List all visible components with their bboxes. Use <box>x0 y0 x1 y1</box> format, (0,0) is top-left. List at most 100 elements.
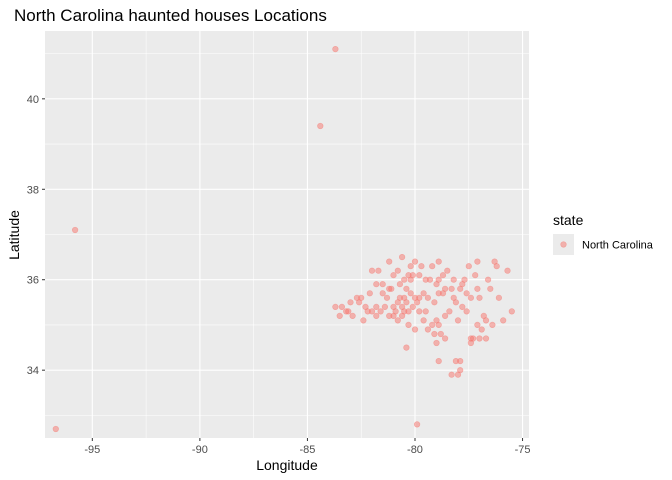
data-point <box>495 294 503 301</box>
data-point <box>411 294 419 301</box>
data-point <box>493 263 500 270</box>
data-point <box>424 326 432 333</box>
x-axis-ticks: -95 -90 -85 -80 -75 <box>84 438 530 456</box>
data-point <box>416 272 423 279</box>
x-axis-title: Longitude <box>256 457 318 473</box>
data-point <box>422 276 429 283</box>
data-point <box>407 263 414 270</box>
data-point <box>332 303 339 311</box>
data-point <box>433 339 440 347</box>
data-point <box>399 254 406 261</box>
y-tick-label: 36 <box>27 275 39 287</box>
data-point <box>409 303 416 311</box>
data-point <box>379 290 386 297</box>
data-point <box>403 285 410 292</box>
data-point <box>401 276 408 283</box>
data-point <box>405 321 412 329</box>
data-point <box>472 272 479 279</box>
data-point <box>405 272 412 279</box>
data-point <box>317 122 324 130</box>
data-point <box>386 312 393 320</box>
data-point <box>474 258 481 265</box>
data-point <box>375 267 382 274</box>
data-point <box>377 308 384 315</box>
data-point <box>450 294 457 301</box>
data-point <box>407 290 414 297</box>
data-point <box>383 294 391 301</box>
data-point <box>394 317 401 324</box>
data-point <box>399 312 406 320</box>
major-gridlines <box>45 31 529 438</box>
data-point <box>431 299 438 306</box>
data-point <box>448 371 455 378</box>
data-point <box>459 303 466 311</box>
data-point <box>403 344 410 351</box>
data-point <box>485 276 492 283</box>
data-point <box>435 358 442 365</box>
data-point <box>435 321 442 329</box>
data-point <box>390 272 397 279</box>
data-point <box>52 425 59 433</box>
y-tick-label: 40 <box>27 94 39 106</box>
data-point <box>414 421 421 428</box>
data-point <box>474 321 481 329</box>
data-point <box>411 258 419 265</box>
data-point <box>394 267 401 274</box>
legend-key-point <box>560 241 567 248</box>
data-point <box>446 308 453 315</box>
y-tick-label: 38 <box>27 184 39 196</box>
data-point <box>467 335 475 342</box>
data-point <box>437 330 444 338</box>
data-point <box>435 290 442 297</box>
data-point <box>457 367 464 374</box>
data-point <box>368 267 376 274</box>
y-axis-title: Latitude <box>6 210 22 260</box>
data-point <box>482 335 490 342</box>
data-point <box>349 312 356 320</box>
x-tick-label: -85 <box>299 444 315 456</box>
data-point <box>336 312 343 320</box>
data-point <box>463 308 470 315</box>
data-point <box>467 294 475 301</box>
data-point <box>424 294 432 301</box>
data-point <box>420 290 427 297</box>
x-tick-label: -80 <box>407 444 423 456</box>
data-point <box>390 303 397 311</box>
data-point <box>360 317 367 324</box>
data-point <box>347 299 354 306</box>
data-point <box>366 290 373 297</box>
data-point <box>396 281 404 288</box>
data-point <box>431 330 438 338</box>
legend-label-north-carolina: North Carolina <box>582 240 654 252</box>
data-point <box>504 267 511 274</box>
data-point <box>478 326 485 333</box>
legend-title: state <box>553 212 584 228</box>
data-point <box>454 317 462 324</box>
data-point <box>373 281 380 288</box>
data-point <box>433 281 440 288</box>
data-point <box>332 45 339 53</box>
data-point <box>500 317 507 324</box>
data-point <box>476 294 483 301</box>
data-point <box>461 276 468 283</box>
data-point <box>373 312 380 320</box>
data-point <box>444 267 451 274</box>
chart-title: North Carolina haunted houses Locations <box>14 6 327 25</box>
data-point <box>422 308 429 315</box>
x-tick-label: -90 <box>192 444 208 456</box>
data-point <box>386 258 393 265</box>
data-point <box>489 321 496 329</box>
data-points <box>52 45 515 433</box>
data-point <box>508 308 515 315</box>
data-point <box>418 263 425 270</box>
data-point <box>364 308 371 315</box>
y-axis-ticks: 34 36 38 40 <box>27 94 45 377</box>
data-point <box>429 263 436 270</box>
data-point <box>463 290 470 297</box>
data-point <box>457 358 464 365</box>
data-point <box>416 308 423 315</box>
data-point <box>411 326 419 333</box>
data-point <box>457 285 464 292</box>
data-point <box>429 321 436 329</box>
data-point <box>476 335 483 342</box>
